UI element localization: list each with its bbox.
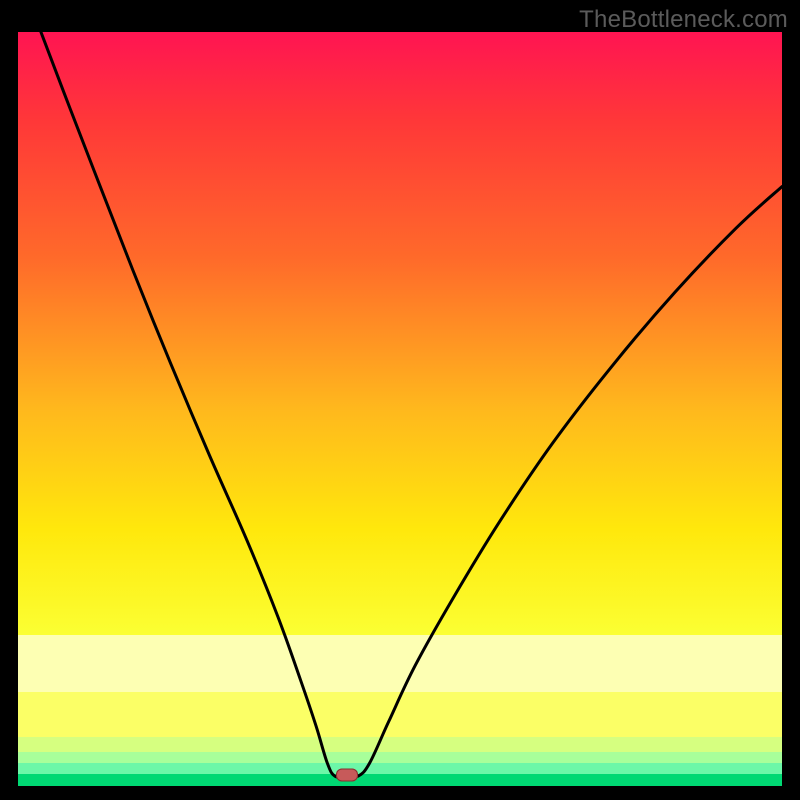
curve-path — [41, 32, 782, 777]
plot-area — [18, 32, 782, 786]
bottleneck-curve — [18, 32, 782, 786]
watermark-text: TheBottleneck.com — [579, 6, 788, 34]
minimum-marker — [336, 769, 358, 782]
chart-frame — [18, 32, 782, 786]
